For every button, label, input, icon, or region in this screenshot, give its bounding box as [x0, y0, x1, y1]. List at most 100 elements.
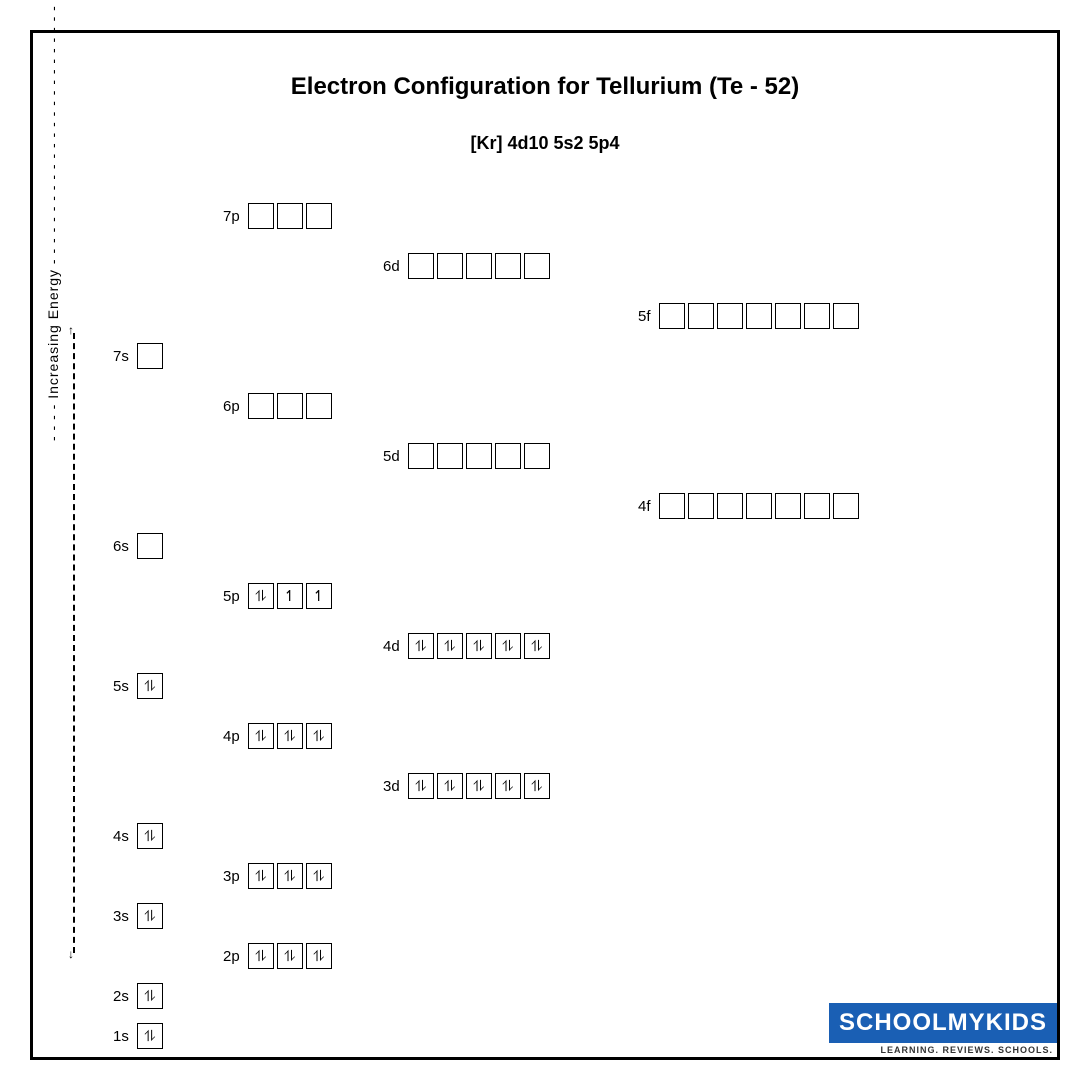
orbital-row-3s: 3s ⥮: [113, 903, 166, 929]
orbital-box: [717, 303, 743, 329]
orbital-box: [688, 493, 714, 519]
orbital-box: ⥮: [277, 723, 303, 749]
orbital-box: ⥮: [408, 773, 434, 799]
orbital-box: ⥮: [277, 943, 303, 969]
orbital-row-7s: 7s: [113, 343, 166, 369]
orbital-box: [775, 303, 801, 329]
orbital-box: ⥮: [248, 583, 274, 609]
orbital-box: ⥮: [277, 863, 303, 889]
orbital-box: ⥮: [306, 723, 332, 749]
orbital-box: [688, 303, 714, 329]
orbital-box: [137, 533, 163, 559]
orbital-box: ↿: [306, 583, 332, 609]
orbital-box: ⥮: [248, 863, 274, 889]
orbital-box: ⥮: [248, 943, 274, 969]
orbital-box: [306, 203, 332, 229]
orbital-label: 3d: [383, 778, 400, 795]
axis-arrow-down-icon: ↓: [68, 947, 74, 961]
orbital-row-4p: 4p⥮⥮⥮: [223, 723, 335, 749]
orbital-box: [833, 303, 859, 329]
orbital-row-5p: 5p⥮↿↿: [223, 583, 335, 609]
orbital-box: ⥮: [408, 633, 434, 659]
orbital-box: [466, 253, 492, 279]
orbital-box: [746, 303, 772, 329]
orbital-box: [833, 493, 859, 519]
diagram-subtitle: [Kr] 4d10 5s2 5p4: [33, 133, 1057, 154]
orbital-row-5s: 5s⥮: [113, 673, 166, 699]
orbital-box: ⥮: [248, 723, 274, 749]
energy-axis-label: - - - - Increasing Energy - - - - - - - …: [45, 241, 61, 441]
energy-axis-line: [73, 333, 75, 953]
orbital-label: 6p: [223, 398, 240, 415]
orbital-label: 5p: [223, 588, 240, 605]
orbital-box: [804, 303, 830, 329]
orbital-box: [248, 393, 274, 419]
orbital-label: 4d: [383, 638, 400, 655]
orbital-box: [659, 493, 685, 519]
brand-logo-subtext: LEARNING. REVIEWS. SCHOOLS.: [829, 1043, 1057, 1057]
orbital-label: 5s: [113, 678, 129, 695]
orbital-box: ⥮: [466, 773, 492, 799]
orbital-box: [746, 493, 772, 519]
orbital-row-6d: 6d: [383, 253, 553, 279]
orbital-label: 5f: [638, 308, 651, 325]
orbital-label: 5d: [383, 448, 400, 465]
orbital-box: ⥮: [306, 943, 332, 969]
orbital-box: [408, 443, 434, 469]
orbital-box: ⥮: [137, 903, 163, 929]
orbital-box: ⥮: [137, 983, 163, 1009]
orbital-box: [524, 443, 550, 469]
diagram-frame: Electron Configuration for Tellurium (Te…: [30, 30, 1060, 1060]
orbital-label: 6d: [383, 258, 400, 275]
diagram-title: Electron Configuration for Tellurium (Te…: [33, 73, 1057, 101]
orbital-box: ⥮: [524, 633, 550, 659]
orbital-label: 3s: [113, 908, 129, 925]
orbital-box: [408, 253, 434, 279]
orbital-box: ⥮: [524, 773, 550, 799]
brand-logo: SCHOOLMYKIDS LEARNING. REVIEWS. SCHOOLS.: [829, 1003, 1057, 1057]
orbital-box: [306, 393, 332, 419]
orbital-label: 7p: [223, 208, 240, 225]
orbital-box: [437, 443, 463, 469]
orbital-box: ⥮: [495, 633, 521, 659]
orbital-box: [804, 493, 830, 519]
orbital-box: [437, 253, 463, 279]
orbital-box: [495, 253, 521, 279]
orbital-box: ⥮: [495, 773, 521, 799]
brand-logo-text: SCHOOLMYKIDS: [829, 1003, 1057, 1043]
orbital-row-4d: 4d⥮⥮⥮⥮⥮: [383, 633, 553, 659]
orbital-row-5f: 5f: [638, 303, 862, 329]
orbital-box: [717, 493, 743, 519]
orbital-label: 4s: [113, 828, 129, 845]
orbital-row-7p: 7p: [223, 203, 335, 229]
orbital-row-3d: 3d⥮⥮⥮⥮⥮: [383, 773, 553, 799]
orbital-label: 2p: [223, 948, 240, 965]
orbital-box: [659, 303, 685, 329]
orbital-box: ⥮: [437, 633, 463, 659]
orbital-box: ⥮: [466, 633, 492, 659]
orbital-box: [277, 203, 303, 229]
orbital-row-6s: 6s: [113, 533, 166, 559]
orbital-box: [466, 443, 492, 469]
orbital-box: ⥮: [437, 773, 463, 799]
orbital-label: 2s: [113, 988, 129, 1005]
orbital-box: ⥮: [137, 1023, 163, 1049]
orbital-label: 6s: [113, 538, 129, 555]
orbital-label: 4f: [638, 498, 651, 515]
orbital-row-4s: 4s ⥮: [113, 823, 166, 849]
orbital-row-2p: 2p⥮⥮⥮: [223, 943, 335, 969]
orbital-box: [277, 393, 303, 419]
orbital-box: ⥮: [137, 823, 163, 849]
orbital-box: [495, 443, 521, 469]
orbital-row-5d: 5d: [383, 443, 553, 469]
orbital-box: ⥮: [306, 863, 332, 889]
orbital-box: [248, 203, 274, 229]
orbital-box: [775, 493, 801, 519]
orbital-box: ↿: [277, 583, 303, 609]
orbital-label: 4p: [223, 728, 240, 745]
orbital-row-3p: 3p⥮⥮⥮: [223, 863, 335, 889]
orbital-row-6p: 6p: [223, 393, 335, 419]
orbital-box: [137, 343, 163, 369]
orbital-row-1s: 1s⥮: [113, 1023, 166, 1049]
axis-arrow-up-icon: ↑: [68, 323, 74, 337]
